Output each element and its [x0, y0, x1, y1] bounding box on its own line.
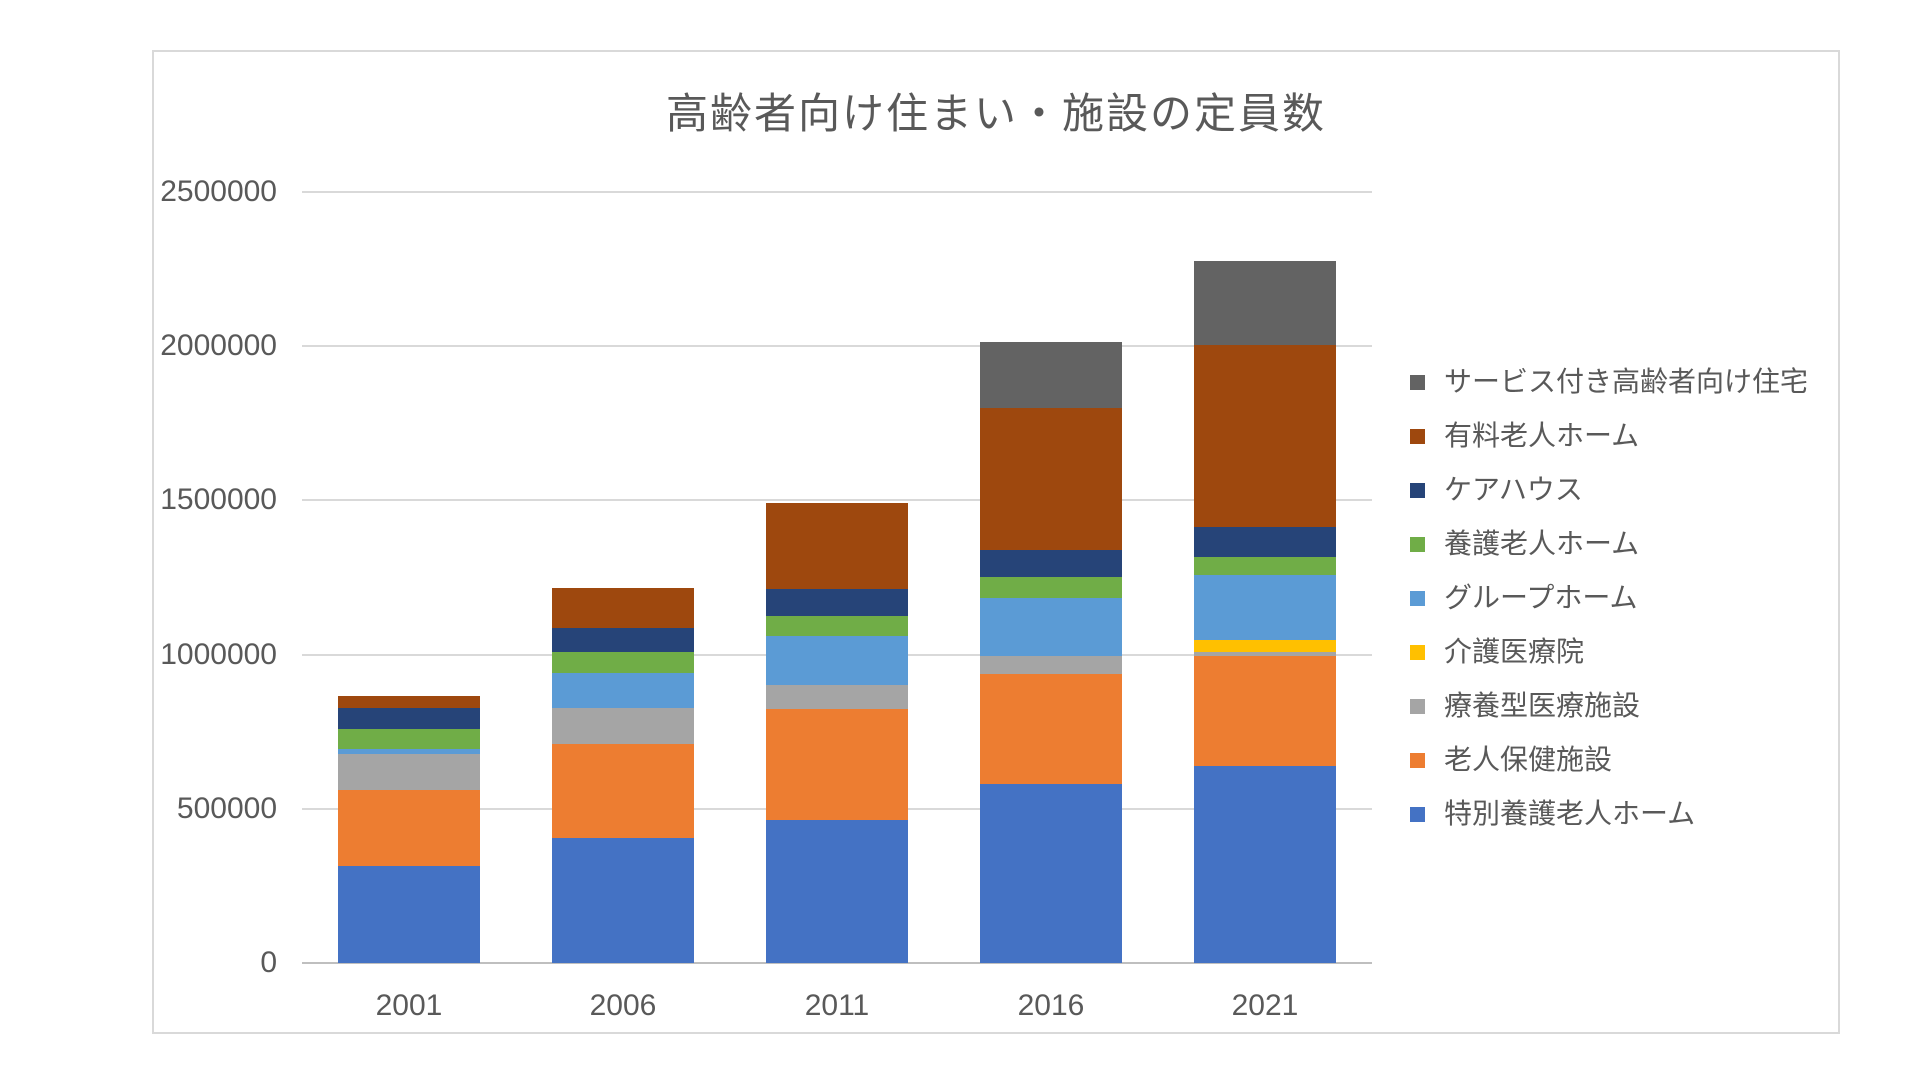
legend-color-swatch-icon — [1410, 591, 1425, 606]
legend-item-label: グループホーム — [1444, 582, 1638, 613]
bar-segment — [980, 342, 1122, 409]
legend-color-swatch-icon — [1410, 699, 1425, 714]
bar-segment — [552, 627, 694, 652]
legend-color-swatch-icon — [1410, 429, 1425, 444]
legend-item-label: 老人保健施設 — [1444, 744, 1613, 775]
bar-segment — [1194, 527, 1336, 557]
legend-color-swatch-icon — [1410, 753, 1425, 768]
bar-segment — [338, 749, 480, 755]
bar-segment — [1194, 765, 1336, 963]
bar-segment — [338, 729, 480, 750]
bar-segment — [1194, 575, 1336, 641]
bar-segment — [552, 744, 694, 839]
legend-item-label: 養護老人ホーム — [1444, 528, 1640, 559]
bar-segment — [1194, 656, 1336, 766]
bar-segment — [338, 866, 480, 963]
y-axis-tick-label: 2500000 — [160, 175, 277, 208]
bar-segment — [1194, 345, 1336, 528]
bar-segment — [766, 503, 908, 590]
bar-segment — [766, 589, 908, 617]
gridline — [302, 345, 1372, 348]
chart-title: 高齢者向け住まい・施設の定員数 — [665, 90, 1326, 137]
chart-container: 高齢者向け住まい・施設の定員数 サービス付き高齢者向け住宅 有料老人ホーム ケアハウ… — [152, 50, 1840, 1034]
legend-color-swatch-icon — [1410, 807, 1425, 822]
legend: サービス付き高齢者向け住宅 有料老人ホーム ケアハウス養護老人ホーム グループホーム介… — [1402, 52, 1842, 1036]
bar-segment — [1194, 652, 1336, 657]
x-axis-line — [302, 962, 1372, 964]
legend-item-label: 療養型医療施設 — [1444, 690, 1641, 721]
bar-segment — [980, 597, 1122, 657]
bar-segment — [552, 838, 694, 963]
y-axis-tick-label: 1500000 — [160, 483, 277, 517]
bar-segment — [1194, 640, 1336, 653]
bar-segment — [1194, 261, 1336, 346]
y-axis-tick-label: 1000000 — [160, 637, 277, 671]
x-axis-label: 2011 — [804, 989, 870, 1022]
bar-segment — [1194, 556, 1336, 576]
bar-segment — [766, 684, 908, 709]
bar-segment — [552, 587, 694, 628]
bar-segment — [766, 819, 908, 963]
x-axis-label: 2021 — [1231, 989, 1299, 1022]
bar-segment — [980, 784, 1122, 963]
bar-segment — [766, 635, 908, 685]
bar-segment — [338, 707, 480, 730]
bar-segment — [980, 656, 1122, 674]
legend-color-swatch-icon — [1410, 375, 1425, 390]
gridline — [302, 191, 1372, 193]
x-axis-label: 2016 — [1017, 989, 1085, 1022]
bar-segment — [338, 789, 480, 867]
legend-item-label: ケアハウス — [1444, 474, 1583, 505]
legend-color-swatch-icon — [1410, 645, 1425, 660]
legend-item-label: 介護医療院 — [1444, 636, 1585, 667]
bar-segment — [980, 408, 1122, 550]
bar-segment — [552, 708, 694, 745]
bar-segment — [980, 577, 1122, 598]
x-axis-label: 2006 — [589, 989, 657, 1022]
legend-item-label: 特別養護老人ホーム — [1444, 798, 1696, 829]
x-axis-label: 2001 — [375, 989, 443, 1022]
bar-segment — [338, 695, 480, 708]
gridline — [302, 499, 1372, 502]
legend-color-swatch-icon — [1410, 537, 1425, 552]
bar-segment — [766, 616, 908, 636]
bar-segment — [552, 672, 694, 709]
bar-segment — [338, 754, 480, 790]
bar-segment — [552, 651, 694, 673]
bar-segment — [980, 673, 1122, 785]
y-axis-tick-label: 500000 — [176, 791, 277, 825]
y-axis-tick-label: 2000000 — [160, 329, 277, 363]
bar-segment — [980, 549, 1122, 578]
y-axis-tick-label: 0 — [260, 946, 277, 979]
legend-color-swatch-icon — [1410, 483, 1425, 498]
bar-segment — [766, 708, 908, 820]
legend-item-label: 有料老人ホーム — [1444, 420, 1640, 451]
legend-item-label: サービス付き高齢者向け住宅 — [1444, 366, 1809, 397]
